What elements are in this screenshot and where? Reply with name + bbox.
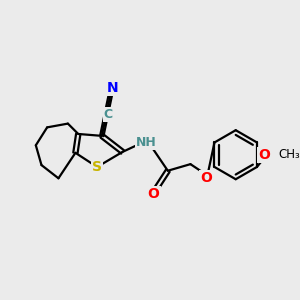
Text: O: O — [258, 148, 270, 162]
Text: O: O — [148, 187, 160, 201]
Text: CH₃: CH₃ — [278, 148, 300, 161]
Text: S: S — [92, 160, 102, 174]
Text: NH: NH — [136, 136, 157, 149]
Text: N: N — [106, 81, 118, 95]
Text: O: O — [200, 171, 212, 185]
Text: C: C — [104, 108, 113, 121]
